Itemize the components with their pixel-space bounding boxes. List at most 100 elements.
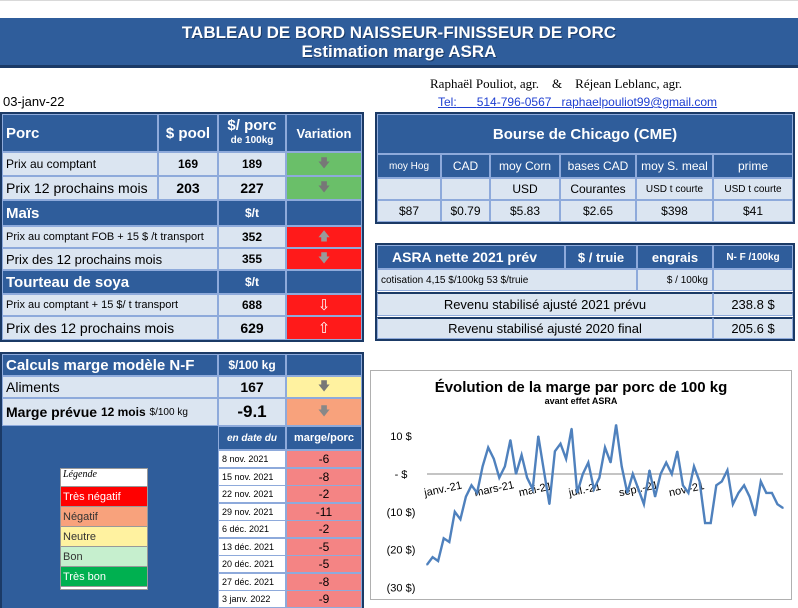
prices-panel bbox=[0, 112, 364, 342]
authors-line: Raphaël Pouliot, agr. & Réjean Leblanc, … bbox=[430, 76, 682, 92]
porc-price-unit: de 100kg bbox=[230, 135, 274, 146]
series-point bbox=[676, 450, 679, 453]
porc-row-value: 189 bbox=[218, 152, 286, 176]
series-point bbox=[442, 537, 445, 540]
series-point bbox=[771, 492, 773, 494]
history-date: 22 nov. 2021 bbox=[218, 485, 286, 503]
trend-down-icon: 🡇 bbox=[286, 248, 362, 270]
marge-label-row: Marge prévue 12 mois $/100 kg bbox=[2, 398, 218, 426]
cme-title: Bourse de Chicago (CME) bbox=[377, 114, 793, 154]
history-date: 13 déc. 2021 bbox=[218, 537, 286, 556]
porc-row-pool: 203 bbox=[158, 176, 218, 200]
history-marge: -2 bbox=[286, 485, 362, 503]
history-date: 20 déc. 2021 bbox=[218, 555, 286, 573]
cme-panel bbox=[375, 112, 795, 224]
porc-row-pool: 169 bbox=[158, 152, 218, 176]
series-point bbox=[476, 492, 478, 494]
cme-col-value: $87 bbox=[377, 200, 441, 222]
history-marge-header: marge/porc bbox=[286, 426, 362, 450]
series-point bbox=[554, 450, 556, 453]
phone-link[interactable]: 514-796-0567 bbox=[476, 95, 552, 109]
soya-header: Tourteau de soya bbox=[2, 270, 218, 294]
trend-down-icon: 🡇 bbox=[286, 152, 362, 176]
aliments-label: Aliments bbox=[2, 376, 218, 398]
asra-col-truie: $ / truie bbox=[565, 245, 637, 269]
soya-unit: $/t bbox=[218, 270, 286, 294]
soya-row-value: 629 bbox=[218, 316, 286, 340]
y-tick-label: (30 $) bbox=[387, 582, 416, 594]
soya-row-label: Prix des 12 prochains mois bbox=[2, 316, 218, 340]
series-point bbox=[492, 458, 495, 460]
legend-item: Très bon bbox=[61, 567, 147, 587]
y-tick-label: (10 $) bbox=[387, 507, 416, 519]
soya-row-label: Prix au comptant + 15 $/ t transport bbox=[2, 294, 218, 316]
contact-line[interactable]: Tel: 514-796-0567 raphaelpouliot99@gmail… bbox=[438, 95, 717, 109]
series-point bbox=[576, 492, 578, 494]
series-point bbox=[693, 465, 695, 468]
series-point bbox=[531, 488, 534, 490]
mais-row-value: 355 bbox=[218, 248, 286, 270]
series-point bbox=[782, 507, 784, 509]
marge-value: -9.1 bbox=[218, 398, 286, 426]
porc-row-value: 227 bbox=[218, 176, 286, 200]
series-point bbox=[487, 446, 489, 449]
author-2: Réjean Leblanc, agr. bbox=[575, 76, 683, 91]
chart-title: Évolution de la marge par porc de 100 kg bbox=[434, 379, 728, 396]
history-date: 6 déc. 2021 bbox=[218, 520, 286, 538]
asra-cotisation: cotisation 4,15 $/100kg 53 $/truie bbox=[377, 269, 637, 291]
y-tick-label: (20 $) bbox=[387, 545, 416, 557]
series-point bbox=[437, 560, 439, 562]
series-point bbox=[498, 476, 501, 479]
legend-item: Très négatif bbox=[61, 487, 147, 507]
asra-row-2021-label: Revenu stabilisé ajusté 2021 prévu bbox=[377, 292, 713, 316]
series-point bbox=[459, 518, 462, 521]
series-point bbox=[670, 473, 673, 475]
series-point bbox=[715, 484, 718, 487]
series-point bbox=[537, 435, 540, 437]
trend-down-icon: 🡇 bbox=[286, 398, 362, 426]
calculs-panel bbox=[0, 352, 364, 608]
mais-row-label: Prix au comptant FOB + 15 $ /t transport bbox=[2, 226, 218, 248]
cme-col-header: prime bbox=[713, 154, 793, 178]
history-date: 3 janv. 2022 bbox=[218, 590, 286, 608]
series-point bbox=[637, 488, 640, 490]
series-point bbox=[643, 503, 645, 506]
cme-col-header: moy Hog bbox=[377, 154, 441, 178]
series-point bbox=[732, 503, 734, 506]
series-point bbox=[587, 461, 590, 464]
legend-item: Neutre bbox=[61, 527, 147, 547]
aliments-value: 167 bbox=[218, 376, 286, 398]
history-date-header: en date du bbox=[218, 426, 286, 450]
series-point bbox=[559, 442, 562, 445]
series-point bbox=[465, 495, 467, 498]
cme-col-header: moy S. meal bbox=[636, 154, 713, 178]
series-point bbox=[481, 465, 484, 468]
history-date: 27 déc. 2021 bbox=[218, 572, 286, 591]
mais-unit: $/t bbox=[218, 200, 286, 226]
history-date: 8 nov. 2021 bbox=[218, 450, 286, 468]
series-point bbox=[543, 469, 545, 471]
series-point bbox=[615, 423, 617, 426]
cme-col-header: bases CAD bbox=[560, 154, 636, 178]
trend-up-big-icon: ⇧ bbox=[286, 316, 362, 340]
margin-chart: Évolution de la marge par porc de 100 kg… bbox=[370, 370, 792, 600]
email-link[interactable]: raphaelpouliot99@gmail.com bbox=[561, 95, 718, 109]
legend-title: Légende bbox=[61, 469, 147, 487]
porc-header: Porc bbox=[2, 114, 158, 152]
chart-plot: 10 $- $(10 $)(20 $)(30 $)janv.-21 mars-21… bbox=[387, 423, 784, 594]
soya-row-value: 688 bbox=[218, 294, 286, 316]
series-point bbox=[570, 427, 573, 430]
cme-col-value: $398 bbox=[636, 200, 713, 222]
porc-price-label: $/ porc bbox=[227, 117, 277, 134]
series-point bbox=[654, 495, 656, 498]
trend-down-icon: 🡇 bbox=[286, 376, 362, 398]
cme-col-value: $5.83 bbox=[490, 200, 560, 222]
calculs-header-blank bbox=[286, 354, 362, 376]
cme-col-unit: USD t courte bbox=[713, 178, 793, 200]
series-point bbox=[454, 510, 456, 513]
series-point bbox=[743, 484, 745, 487]
asra-title: ASRA nette 2021 prév bbox=[377, 245, 565, 269]
mais-row-label: Prix des 12 prochains mois bbox=[2, 248, 218, 270]
y-tick-label: - $ bbox=[395, 469, 408, 481]
cme-col-unit: USD t courte bbox=[636, 178, 713, 200]
